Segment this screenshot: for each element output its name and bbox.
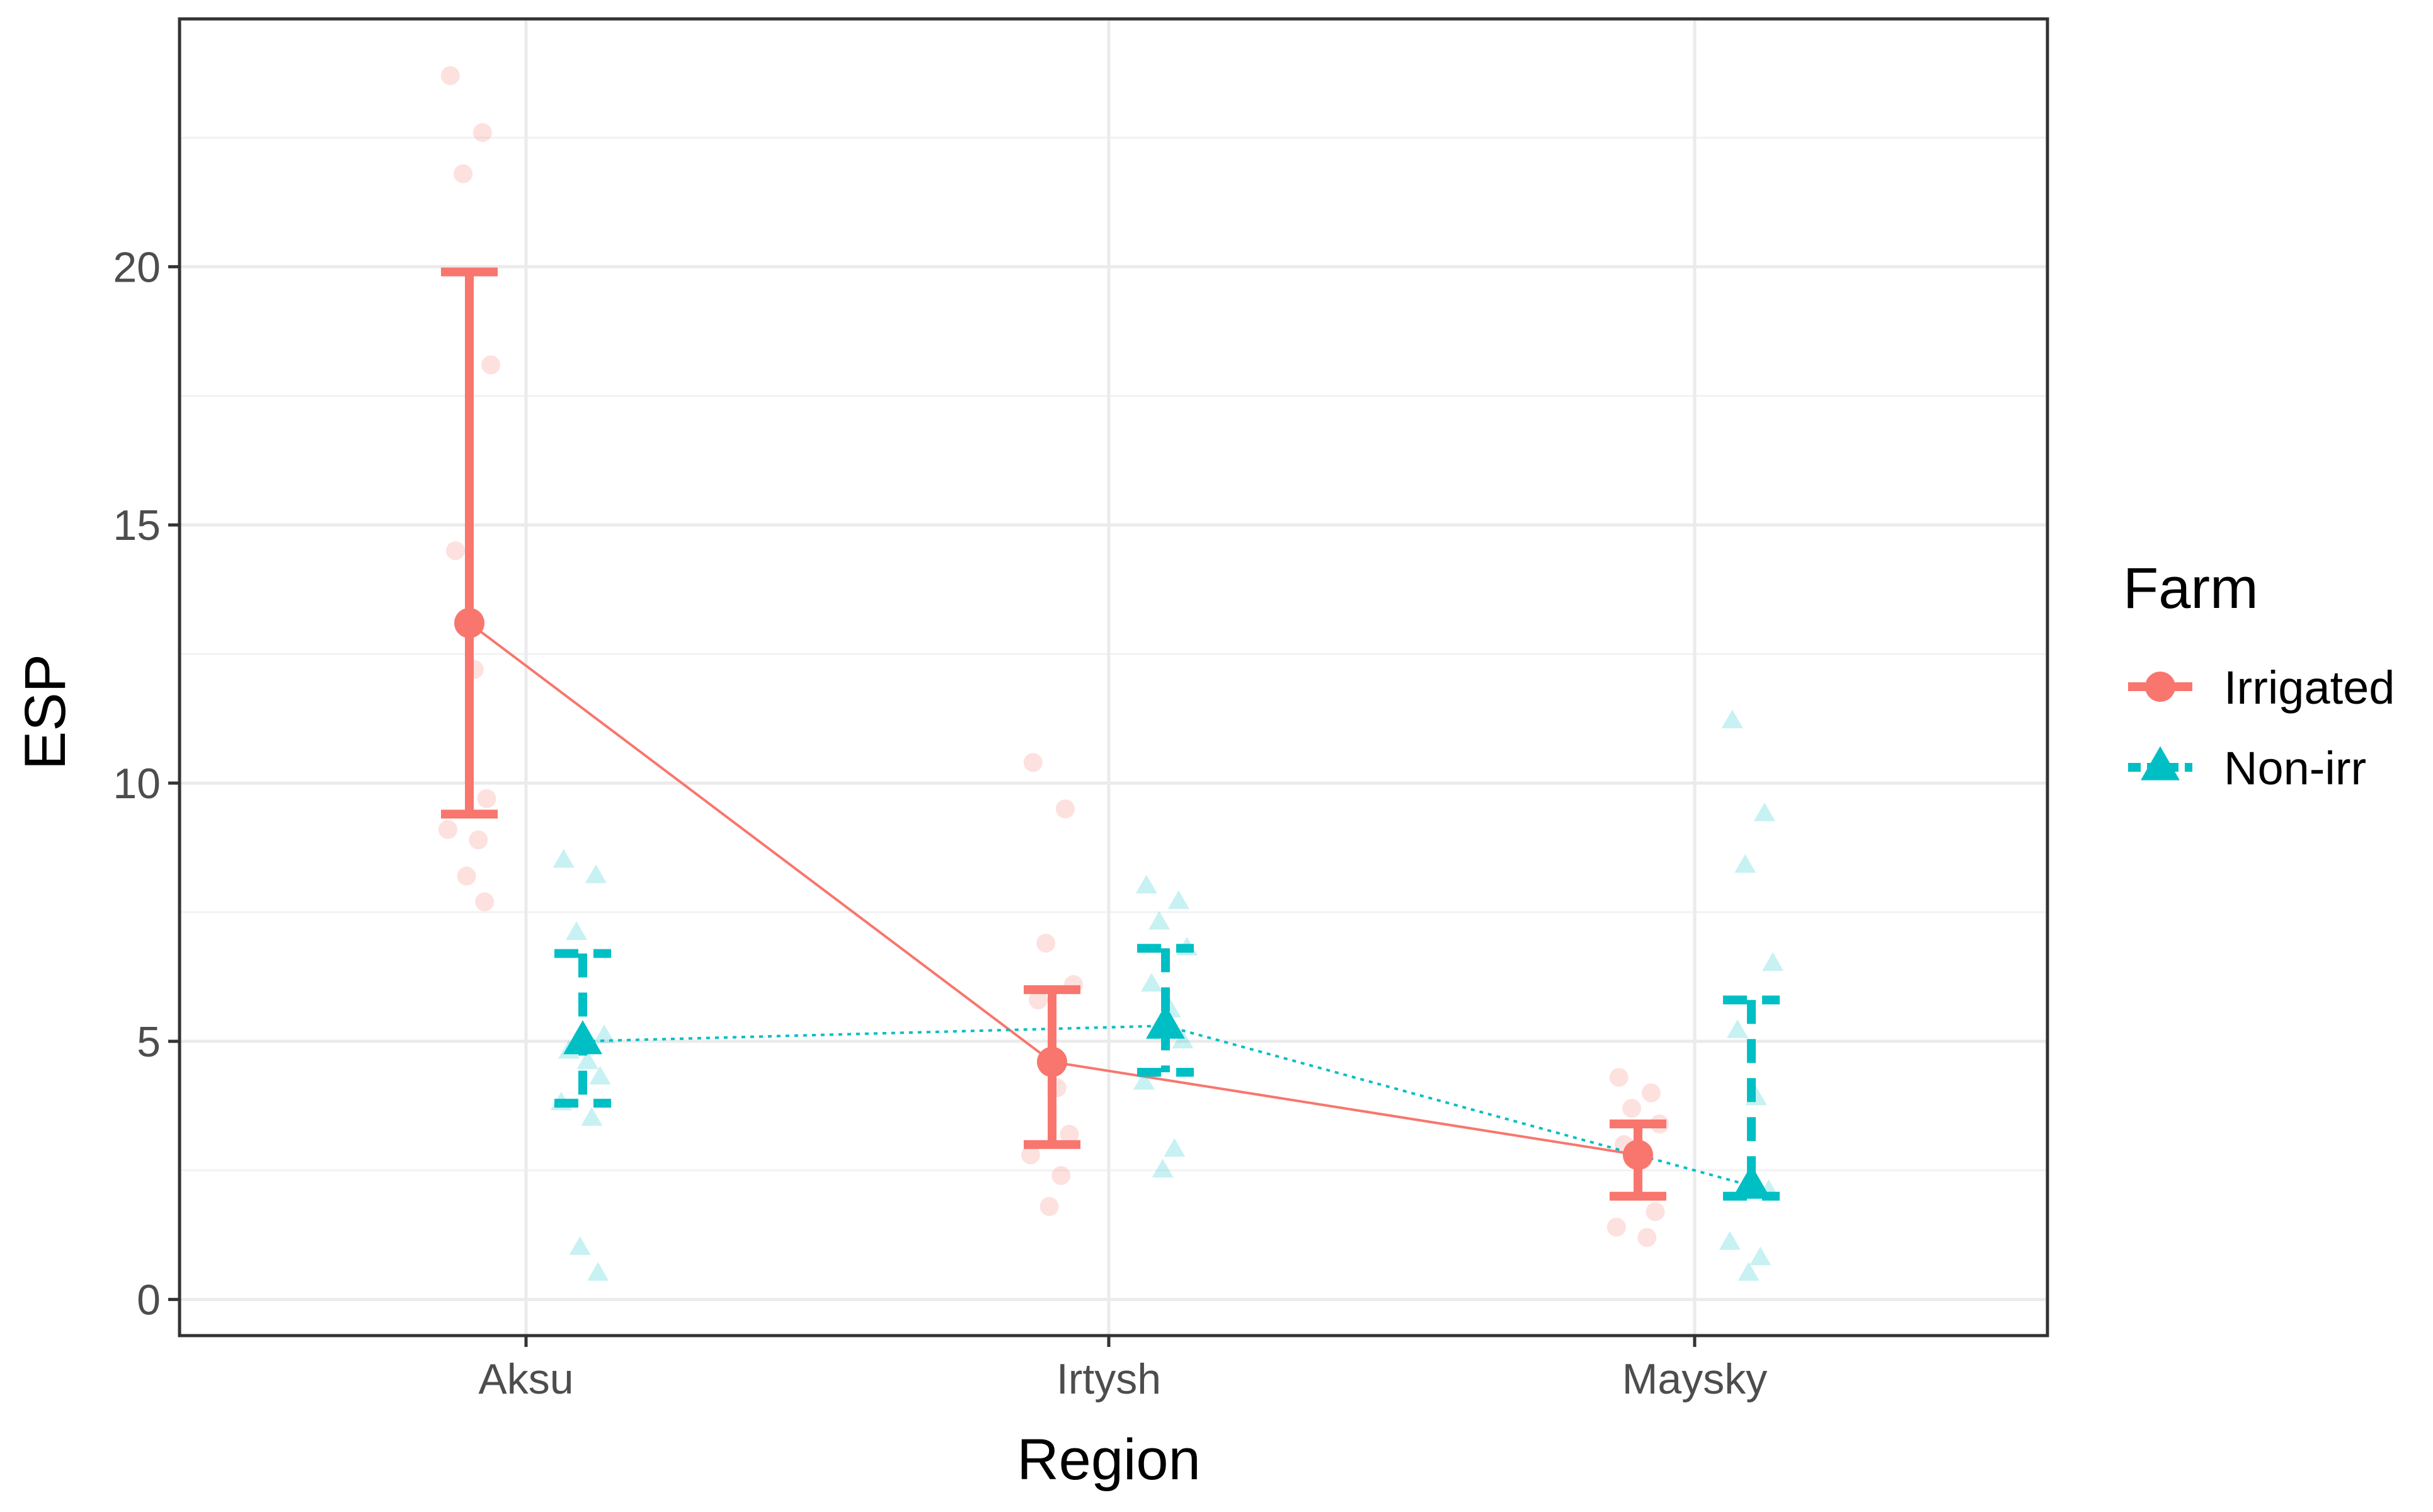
raw-point <box>1164 1138 1186 1157</box>
raw-point <box>1029 990 1048 1010</box>
raw-point <box>1036 934 1056 953</box>
raw-point <box>576 1050 598 1069</box>
raw-point <box>593 1024 615 1043</box>
raw-point <box>1753 802 1775 822</box>
legend: Farm Irrigated Non-irr <box>2123 556 2395 794</box>
raw-point <box>1135 874 1157 894</box>
raw-point <box>1023 753 1043 772</box>
raw-point <box>1141 973 1162 992</box>
legend-label: Non-irr <box>2224 742 2366 794</box>
raw-point <box>440 66 460 86</box>
legend-items: Irrigated Non-irr <box>2128 662 2395 794</box>
raw-point <box>581 1107 603 1126</box>
legend-key-marker <box>2145 672 2175 702</box>
raw-point <box>1641 1083 1661 1102</box>
y-tick-label: 0 <box>137 1276 161 1324</box>
raw-point <box>481 355 501 375</box>
grid <box>180 19 2047 1336</box>
error-bars <box>441 267 1780 1201</box>
raw-point <box>454 164 473 183</box>
mean-point <box>1732 1164 1771 1199</box>
raw-point <box>1152 1159 1174 1177</box>
legend-label: Irrigated <box>2224 662 2395 714</box>
raw-point <box>1609 1068 1629 1087</box>
mean-point <box>454 607 484 638</box>
raw-point <box>1727 1019 1748 1038</box>
legend-item: Irrigated <box>2128 662 2395 714</box>
x-tick-label: Aksu <box>478 1355 573 1403</box>
raw-point <box>1039 1197 1059 1217</box>
raw-point <box>1021 1145 1040 1165</box>
raw-point <box>457 866 476 886</box>
raw-point <box>1719 1231 1741 1250</box>
legend-item: Non-irr <box>2128 742 2366 794</box>
raw-point <box>1762 952 1784 971</box>
raw-point <box>1172 1029 1194 1049</box>
legend-key-marker <box>2141 746 2180 781</box>
raw-point <box>438 820 457 839</box>
legend-title: Farm <box>2123 556 2258 621</box>
raw-point <box>1606 1217 1626 1237</box>
y-axis: 0 5 10 15 20 <box>113 243 180 1324</box>
raw-point <box>589 1065 611 1085</box>
raw-point <box>1051 1166 1071 1185</box>
raw-point <box>552 849 575 868</box>
raw-point <box>1167 890 1189 909</box>
plot-panel <box>180 19 2047 1336</box>
raw-point <box>446 541 465 561</box>
mean-point <box>563 1020 602 1055</box>
raw-point <box>1749 1246 1772 1266</box>
raw-point <box>587 1262 609 1281</box>
raw-point <box>585 864 607 883</box>
x-tick-label: Maysky <box>1622 1355 1767 1403</box>
raw-point <box>1148 910 1171 930</box>
mean-point <box>1037 1046 1067 1077</box>
raw-point <box>1060 1125 1079 1144</box>
y-tick-label: 15 <box>113 501 161 549</box>
raw-point <box>475 892 495 912</box>
y-tick-label: 20 <box>113 243 161 291</box>
raw-point <box>1055 799 1075 818</box>
raw-point <box>469 830 488 850</box>
raw-point <box>1734 854 1756 873</box>
raw-point <box>1646 1202 1665 1222</box>
x-axis: Aksu Irtysh Maysky <box>478 1336 1767 1403</box>
raw-point <box>472 123 492 142</box>
mean-point <box>1623 1140 1653 1171</box>
raw-point <box>569 1236 591 1255</box>
raw-point <box>1637 1228 1657 1247</box>
y-axis-title: ESP <box>13 654 77 770</box>
raw-point <box>1737 1262 1760 1281</box>
raw-point <box>566 921 588 940</box>
x-axis-title: Region <box>1017 1428 1201 1492</box>
raw-point <box>477 789 496 808</box>
y-tick-label: 5 <box>137 1018 161 1066</box>
y-tick-label: 10 <box>113 760 161 808</box>
raw-point <box>1622 1099 1642 1118</box>
mean-points <box>454 607 1771 1199</box>
plot-border <box>178 17 2049 1337</box>
raw-point <box>1133 1071 1155 1090</box>
x-tick-label: Irtysh <box>1056 1355 1161 1403</box>
raw-point <box>1721 709 1743 728</box>
mean-point <box>1146 1004 1185 1039</box>
